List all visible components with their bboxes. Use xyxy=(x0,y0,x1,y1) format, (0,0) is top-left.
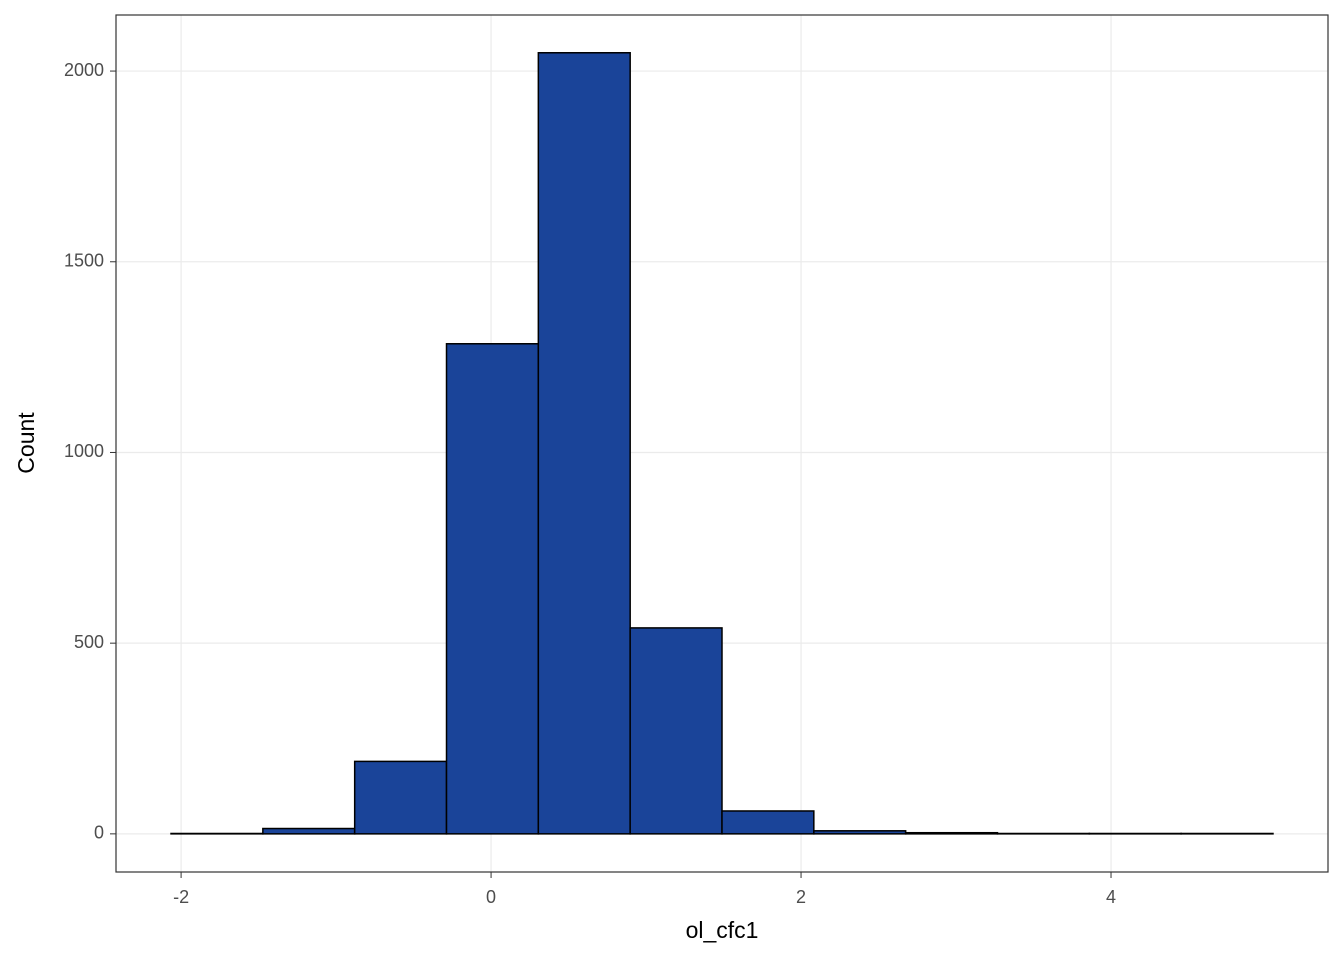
bar xyxy=(721,810,815,835)
panel-border xyxy=(115,14,1329,873)
bar xyxy=(537,52,631,835)
x-tick-label: -2 xyxy=(173,887,189,907)
x-tick-label: 2 xyxy=(796,887,806,907)
y-tick-label: 1000 xyxy=(64,441,104,461)
x-tick-label: 0 xyxy=(486,887,496,907)
x-tick-label: 4 xyxy=(1106,887,1116,907)
y-tick-label: 1500 xyxy=(64,251,104,271)
bar xyxy=(445,343,540,835)
x-axis-title: ol_cfc1 xyxy=(686,917,759,943)
y-tick-label: 500 xyxy=(74,632,104,652)
bar xyxy=(904,831,999,835)
bar xyxy=(353,760,448,835)
y-tick-label: 0 xyxy=(94,823,104,843)
bar xyxy=(262,827,356,835)
y-tick-label: 2000 xyxy=(64,60,104,80)
bar xyxy=(629,627,723,835)
y-axis-title: Count xyxy=(13,412,39,474)
bar xyxy=(813,830,907,835)
